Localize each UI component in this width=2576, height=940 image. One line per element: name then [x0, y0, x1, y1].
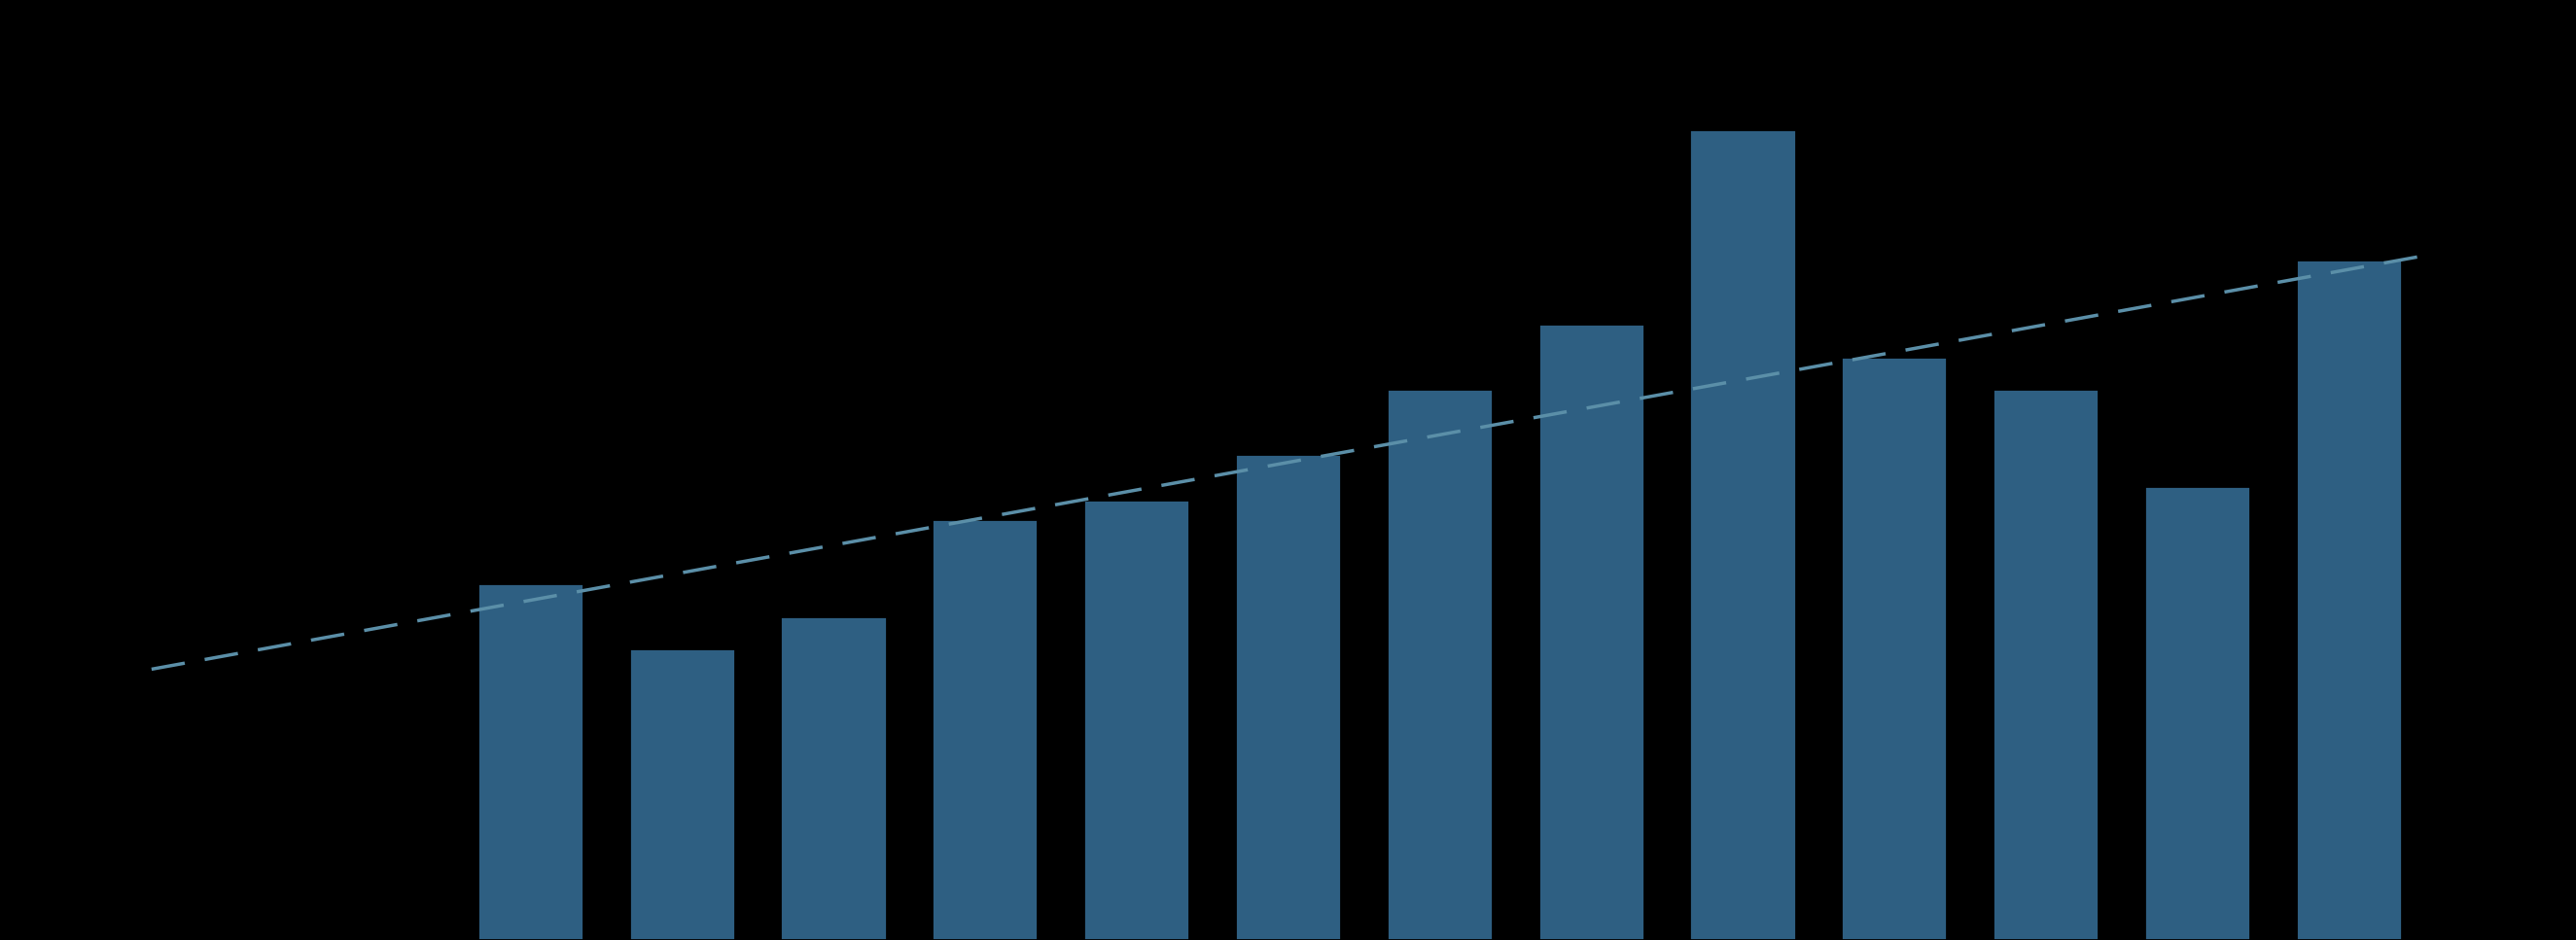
- Bar: [1234, 454, 1342, 940]
- Bar: [1538, 324, 1643, 940]
- Bar: [1842, 356, 1947, 940]
- Bar: [629, 649, 734, 940]
- Bar: [477, 584, 582, 940]
- Bar: [1994, 389, 2099, 940]
- Bar: [2295, 259, 2401, 940]
- Bar: [1386, 389, 1492, 940]
- Bar: [1084, 499, 1190, 940]
- Bar: [933, 519, 1038, 940]
- Bar: [2143, 486, 2251, 940]
- Bar: [781, 616, 886, 940]
- Bar: [1690, 130, 1795, 940]
